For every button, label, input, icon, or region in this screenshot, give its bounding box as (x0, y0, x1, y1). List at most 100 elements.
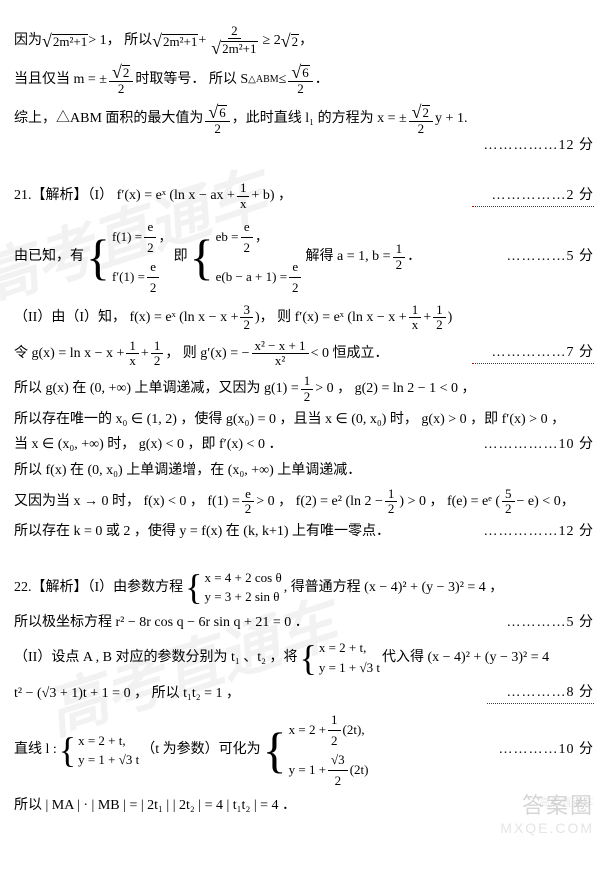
sqrt: √2 (281, 32, 299, 50)
score-mark: …………10 分 (479, 740, 595, 760)
score-mark: …………5 分 (487, 613, 595, 633)
fraction: 1x (409, 303, 422, 333)
text: ≤ (279, 70, 287, 90)
text: ． (407, 247, 421, 267)
text: （t 为参数）可化为 (141, 740, 260, 760)
text: 所以存在 k = 0 或 2 ，使得 y = f(x) 在 (k, k+1) 上… (14, 522, 390, 542)
fraction: 12 (301, 374, 314, 404)
text: 当 x ∈ (x₀, +∞) 时， g(x) < 0 ，即 f′(x) < 0 … (14, 435, 282, 455)
text: + (198, 31, 206, 51)
text: 所以存在唯一的 x₀ ∈ (1, 2) ，使得 g(x₀) = 0 ，且当 x … (14, 410, 565, 430)
text: ≥ 2 (263, 31, 281, 51)
text: 22.【解析】（I）由参数方程 (14, 578, 183, 598)
fraction: √2 2 (409, 103, 433, 136)
text: 所以 | MA | · | MB | = | 2t₁ | | 2t₂ | = 4… (14, 796, 296, 816)
text: 所以 g(x) 在 (0, +∞) 上单调递减，又因为 g(1) = (14, 379, 299, 399)
fraction: 52 (502, 487, 515, 517)
text: 由已知，有 (14, 247, 84, 267)
text-line: 所以存在唯一的 x₀ ∈ (1, 2) ，使得 g(x₀) = 0 ，且当 x … (14, 410, 594, 430)
watermark-bottom-url: MXQE.COM (500, 820, 594, 836)
fraction: x² − x + 1x² (252, 339, 309, 369)
score-mark: ……………12 分 (464, 522, 595, 542)
text: 令 g(x) = ln x − x + (14, 344, 124, 364)
text: , 得普通方程 (x − 4)² + (y − 3)² = 4 ， (284, 578, 504, 598)
text: 综上，△ABM 面积的最大值为 (14, 109, 203, 129)
brace-system: { f(1) = e2， f′(1) = e2 (86, 217, 172, 297)
fraction: √2 2 (109, 63, 133, 96)
text: 时取等号． 所以 S (135, 70, 248, 90)
subscript: △ABM (248, 73, 278, 87)
text-line: 所以 | MA | · | MB | = | 2t₁ | | 2t₂ | = 4… (14, 796, 594, 816)
text: ，此时直线 l₁ 的方程为 x = ± (232, 109, 407, 129)
sqrt: √2m²+1 (42, 32, 88, 50)
fraction: √6 2 (205, 103, 229, 136)
text-line: 所以 g(x) 在 (0, +∞) 上单调递减，又因为 g(1) = 12 > … (14, 374, 594, 404)
text-line: 又因为当 x → 0 时， f(x) < 0 ， f(1) = e2 > 0 ，… (14, 487, 594, 517)
text: ， 则 g′(x) = − (165, 344, 249, 364)
text: 即 (174, 247, 188, 267)
text: 代入得 (x − 4)² + (y − 3)² = 4 (382, 648, 549, 668)
score-mark: ……………7 分 (472, 343, 595, 364)
text: 当且仅当 m = ± (14, 70, 107, 90)
text-line: 令 g(x) = ln x − x + 1x + 12 ， 则 g′(x) = … (14, 339, 594, 369)
score-mark: …………5 分 (487, 247, 595, 267)
text: ) > 0 ， f(e) = eᵉ ( (399, 492, 500, 512)
fraction: 12 (151, 339, 164, 369)
text: > 0 ， g(2) = ln 2 − 1 < 0 ， (315, 379, 475, 399)
text: 解得 a = 1, b = (306, 247, 391, 267)
text-line: 所以 f(x) 在 (0, x₀) 上单调递增，在 (x₀, +∞) 上单调递减… (14, 461, 594, 481)
brace-system: { x = 4 + 2 cos θ y = 3 + 2 sin θ (185, 568, 282, 607)
fraction: 32 (240, 303, 253, 333)
text: < 0 恒成立． (311, 344, 389, 364)
text: + (423, 308, 431, 328)
text: （II）由（I）知， f(x) = eˣ (ln x − x + (14, 308, 238, 328)
text: + (141, 344, 149, 364)
score-mark: ……………10 分 (464, 435, 595, 455)
text: ， (299, 31, 313, 51)
text-line: 由已知，有 { f(1) = e2， f′(1) = e2 即 { eb = e… (14, 217, 594, 297)
text: 因为 (14, 31, 42, 51)
text: > 0 ， f(2) = e² (ln 2 − (256, 492, 383, 512)
fraction: e2 (242, 487, 255, 517)
text: 又因为当 x → 0 时， f(x) < 0 ， f(1) = (14, 492, 240, 512)
text-line: 所以存在 k = 0 或 2 ，使得 y = f(x) 在 (k, k+1) 上… (14, 522, 594, 542)
text-line: 综上，△ABM 面积的最大值为 √6 2 ，此时直线 l₁ 的方程为 x = ±… (14, 103, 594, 156)
text: ． (315, 70, 329, 90)
fraction: √6 2 (288, 63, 312, 96)
text: 所以 f(x) 在 (0, x₀) 上单调递增，在 (x₀, +∞) 上单调递减… (14, 461, 361, 481)
text: − e) < 0， (517, 492, 575, 512)
text: 21.【解析】（I） f′(x) = eˣ (ln x − ax + (14, 186, 235, 206)
text-line: 所以极坐标方程 r² − 8r cos q − 6r sin q + 21 = … (14, 613, 594, 633)
fraction: 12 (385, 487, 398, 517)
text-line: 当且仅当 m = ± √2 2 时取等号． 所以 S△ABM ≤ √6 2 ． (14, 63, 594, 96)
brace-system: { x = 2 + t, y = 1 + √3 t (300, 638, 380, 677)
text-line: （II）由（I）知， f(x) = eˣ (ln x − x + 32 )， 则… (14, 303, 594, 333)
brace-system: { x = 2 + 12(2t), y = 1 + √32(2t) (263, 710, 369, 790)
text-line: t² − (√3 + 1)t + 1 = 0 ， 所以 t₁t₂ = 1 ， …… (14, 683, 594, 704)
score-mark: ……………2 分 (472, 186, 595, 207)
text: y + 1. (435, 109, 467, 129)
fraction: 1x (126, 339, 139, 369)
text-line: 21.【解析】（I） f′(x) = eˣ (ln x − ax + 1x + … (14, 181, 594, 211)
fraction: 12 (393, 242, 406, 272)
text-line: 直线 l : { x = 2 + t, y = 1 + √3 t （t 为参数）… (14, 710, 594, 790)
text: 直线 l : (14, 740, 57, 760)
brace-system: { x = 2 + t, y = 1 + √3 t (59, 731, 139, 770)
fraction: 12 (433, 303, 446, 333)
text-line: 因为 √2m²+1 > 1， 所以 √2m²+1 + 2 √2m²+1 ≥ 2 … (14, 24, 594, 57)
fraction: 1x (237, 181, 250, 211)
text: > 1， 所以 (88, 31, 152, 51)
score-mark: …………8 分 (487, 683, 595, 704)
text: t² − (√3 + 1)t + 1 = 0 ， 所以 t₁t₂ = 1 ， (14, 684, 240, 704)
brace-system: { eb = e2， e(b − a + 1) = e2 (190, 217, 304, 297)
text-line: 22.【解析】（I）由参数方程 { x = 4 + 2 cos θ y = 3 … (14, 568, 594, 607)
text: ) (448, 308, 453, 328)
text: （II）设点 A , B 对应的参数分别为 t₁ 、t₂ ，将 (14, 648, 298, 668)
text: 所以极坐标方程 r² − 8r cos q − 6r sin q + 21 = … (14, 613, 309, 633)
text: )， 则 f′(x) = eˣ (ln x − x + (255, 308, 407, 328)
text-line: （II）设点 A , B 对应的参数分别为 t₁ 、t₂ ，将 { x = 2 … (14, 638, 594, 677)
text: + b) ， (251, 186, 292, 206)
fraction: 2 √2m²+1 (208, 24, 260, 57)
sqrt: √2m²+1 (152, 32, 198, 50)
text-line: 当 x ∈ (x₀, +∞) 时， g(x) < 0 ，即 f′(x) < 0 … (14, 435, 594, 455)
